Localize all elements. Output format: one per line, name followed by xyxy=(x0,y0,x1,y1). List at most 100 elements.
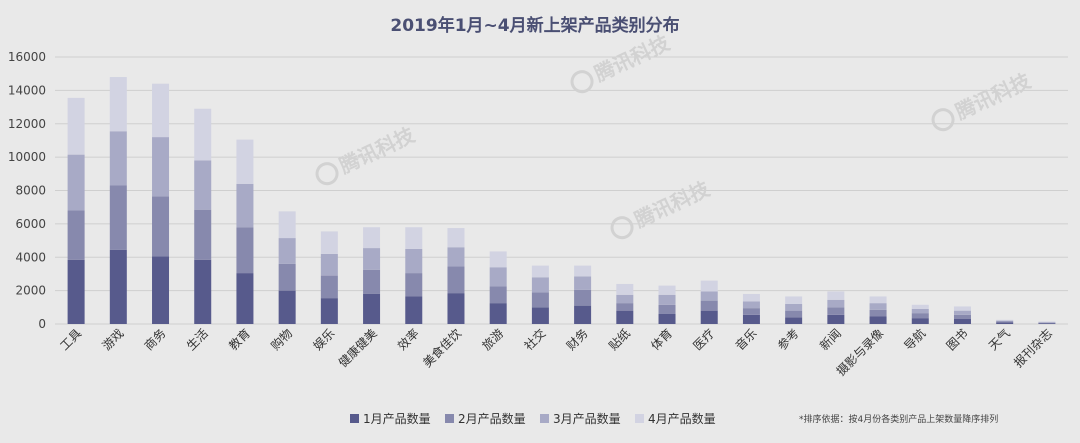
bar-segment xyxy=(320,275,338,299)
bar-segment xyxy=(236,227,254,274)
bar-segment xyxy=(574,276,592,290)
bar-segment xyxy=(742,301,760,309)
y-tick-label: 10000 xyxy=(8,150,46,164)
bar-segment xyxy=(278,290,296,324)
bar-segment xyxy=(700,280,718,292)
bar-segment xyxy=(1038,322,1056,323)
bar-segment xyxy=(320,298,338,324)
bar-segment xyxy=(194,108,212,161)
x-category-label: 财务 xyxy=(563,326,591,354)
bar-segment xyxy=(320,231,338,254)
bar-segment xyxy=(574,305,592,324)
x-category-label: 医疗 xyxy=(690,326,717,353)
x-category-label: 新闻 xyxy=(816,326,844,354)
watermark-logo-icon xyxy=(315,162,339,186)
watermark: 腾讯科技 xyxy=(931,68,1035,132)
x-category-label: 参考 xyxy=(774,326,802,354)
bar-segment xyxy=(658,313,676,324)
x-category-label: 健康健美 xyxy=(335,326,380,371)
bar-segment xyxy=(67,210,85,260)
bar-segment xyxy=(785,303,803,311)
bar-segment xyxy=(574,265,592,277)
bar-segment xyxy=(489,303,507,324)
legend-label: 2月产品数量 xyxy=(458,411,526,426)
bar-segment xyxy=(489,286,507,304)
legend-label: 3月产品数量 xyxy=(553,411,621,426)
bar-segment xyxy=(742,314,760,324)
bar-segment xyxy=(869,296,887,304)
bar-segment xyxy=(953,318,971,324)
bar-segment xyxy=(152,256,170,324)
bar-segment xyxy=(152,196,170,257)
bar-segment xyxy=(616,310,634,324)
bar-segment xyxy=(531,307,549,324)
bar-segment xyxy=(996,319,1014,321)
bar-segment xyxy=(405,248,423,274)
x-category-label: 购物 xyxy=(268,326,296,354)
bar-segment xyxy=(658,294,676,305)
x-category-label: 商务 xyxy=(141,326,169,354)
x-category-label: 导航 xyxy=(901,326,929,354)
y-tick-label: 8000 xyxy=(15,184,46,198)
bar-segment xyxy=(363,293,381,324)
y-tick-label: 6000 xyxy=(15,217,46,231)
bar-segment xyxy=(194,259,212,324)
legend-swatch xyxy=(635,414,644,423)
bar-segment xyxy=(869,303,887,310)
bar-segment xyxy=(278,263,296,291)
bar-segment xyxy=(405,273,423,297)
bar-segment xyxy=(363,227,381,249)
bars xyxy=(67,77,1056,324)
x-category-label: 美食佳饮 xyxy=(420,326,465,371)
bar-segment xyxy=(152,137,170,197)
watermark-logo-icon xyxy=(570,70,594,94)
bar-segment xyxy=(236,139,254,184)
sort-note: *排序依据：按4月份各类别产品上架数量降序排列 xyxy=(799,413,998,425)
bar-segment xyxy=(447,293,465,324)
bar-segment xyxy=(405,227,423,249)
x-category-label: 游戏 xyxy=(100,326,127,353)
bar-segment xyxy=(911,304,929,309)
bar-segment xyxy=(996,322,1014,324)
bar-segment xyxy=(531,292,549,308)
y-tick-label: 12000 xyxy=(8,117,46,131)
bar-segment xyxy=(827,299,845,308)
bar-segment xyxy=(742,308,760,315)
x-category-label: 工具 xyxy=(57,326,84,353)
bar-segment xyxy=(785,310,803,318)
bar-segment xyxy=(953,310,971,315)
watermark: 腾讯科技 xyxy=(570,30,675,94)
bar-segment xyxy=(67,154,85,211)
watermark-text: 腾讯科技 xyxy=(591,30,675,86)
x-category-label: 图书 xyxy=(944,326,971,353)
x-category-label: 教育 xyxy=(225,326,253,354)
gridlines xyxy=(55,56,1068,325)
y-tick-label: 4000 xyxy=(15,250,46,264)
y-tick-label: 16000 xyxy=(8,50,46,64)
bar-segment xyxy=(67,97,85,155)
bar-segment xyxy=(152,83,170,138)
bar-segment xyxy=(616,283,634,295)
legend-label: 1月产品数量 xyxy=(363,411,431,426)
bar-segment xyxy=(489,267,507,287)
bar-segment xyxy=(363,248,381,270)
bar-segment xyxy=(109,249,127,324)
bar-segment xyxy=(194,160,212,210)
bar-segment xyxy=(278,211,296,239)
x-category-label: 报刊杂志 xyxy=(1010,326,1055,371)
bar-segment xyxy=(109,131,127,186)
bar-segment xyxy=(574,289,592,306)
watermark-logo-icon xyxy=(931,108,955,132)
y-tick-label: 2000 xyxy=(15,284,46,298)
bar-segment xyxy=(363,269,381,294)
bar-segment xyxy=(785,317,803,324)
bar-segment xyxy=(1038,322,1056,324)
bar-segment xyxy=(700,310,718,324)
y-tick-label: 0 xyxy=(38,317,46,331)
legend-swatch xyxy=(445,414,454,423)
bar-segment xyxy=(785,296,803,304)
x-category-label: 旅游 xyxy=(479,326,506,353)
